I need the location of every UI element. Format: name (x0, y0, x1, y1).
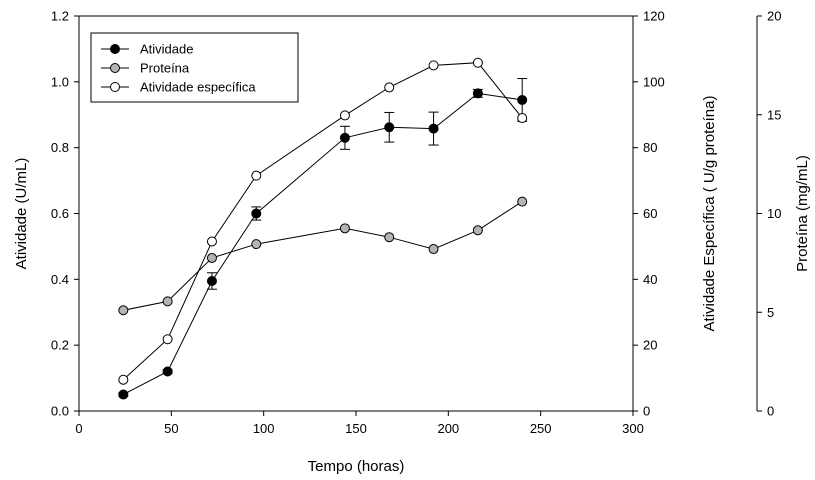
right2-tick-label: 0 (767, 404, 774, 419)
x-tick-label: 50 (164, 421, 178, 436)
series-1-point (206, 275, 217, 286)
legend-label: Proteína (140, 61, 190, 76)
series-2-point (517, 196, 528, 207)
right1-tick-label: 40 (643, 272, 657, 287)
right2-tick-label: 20 (767, 9, 781, 24)
right1-tick-label: 80 (643, 140, 657, 155)
right1-axis-title: Atividade Específica ( U/g proteína) (701, 96, 718, 332)
left-tick-label: 0.6 (51, 206, 69, 221)
x-tick-label: 100 (253, 421, 275, 436)
series-2-point (339, 223, 350, 234)
series-2-line (123, 201, 523, 311)
series-1-point (472, 88, 483, 99)
right2-axis-title: Proteína (mg/mL) (794, 155, 811, 272)
right1-tick-label: 60 (643, 206, 657, 221)
series-1-point (339, 132, 350, 143)
series-1-point (251, 208, 262, 219)
series-2-point (251, 239, 262, 250)
x-tick-label: 250 (530, 421, 552, 436)
x-tick-label: 0 (75, 421, 82, 436)
series-2-point (428, 244, 439, 255)
series-1-point (118, 389, 129, 400)
legend: Atividade Proteína Atividade específica (90, 32, 299, 103)
left-tick-label: 0.2 (51, 338, 69, 353)
right1-tick-label: 100 (643, 74, 665, 89)
left-tick-label: 0.4 (51, 272, 69, 287)
series-1-point (517, 94, 528, 105)
legend-label: Atividade (140, 42, 193, 57)
left-axis-title: Atividade (U/mL) (13, 158, 30, 270)
right2-tick-label: 15 (767, 107, 781, 122)
x-axis-title: Tempo (horas) (308, 458, 405, 475)
left-tick-label: 0.8 (51, 140, 69, 155)
series-2-point (118, 305, 129, 316)
legend-swatch-marker (110, 63, 120, 73)
series-3-point (118, 374, 129, 385)
left-tick-label: 1.2 (51, 9, 69, 24)
series-3-point (472, 57, 483, 68)
series-3-point (384, 82, 395, 93)
series-1-point (162, 366, 173, 377)
series-2-point (384, 232, 395, 243)
x-tick-label: 150 (345, 421, 367, 436)
right1-tick-label: 120 (643, 9, 665, 24)
series-1-point (428, 123, 439, 134)
series-3-point (428, 60, 439, 71)
series-3-point (206, 236, 217, 247)
series-3-point (162, 334, 173, 345)
legend-swatch-marker (110, 44, 120, 54)
legend-label: Atividade específica (140, 80, 256, 95)
left-tick-label: 1.0 (51, 74, 69, 89)
x-tick-label: 300 (622, 421, 644, 436)
legend-swatch-marker (110, 82, 120, 92)
series-3-point (517, 113, 528, 124)
series-2-point (472, 225, 483, 236)
right1-tick-label: 20 (643, 338, 657, 353)
series-2-point (162, 296, 173, 307)
series-2-point (206, 252, 217, 263)
series-layer (118, 57, 528, 400)
series-1-line (123, 92, 523, 395)
series-1-point (384, 122, 395, 133)
right2-tick-label: 5 (767, 305, 774, 320)
left-tick-label: 0.0 (51, 404, 69, 419)
right2-tick-label: 10 (767, 206, 781, 221)
series-3-line (122, 62, 523, 381)
right1-tick-label: 0 (643, 404, 650, 419)
x-tick-label: 200 (437, 421, 459, 436)
series-3-point (339, 110, 350, 121)
series-3-point (251, 170, 262, 181)
